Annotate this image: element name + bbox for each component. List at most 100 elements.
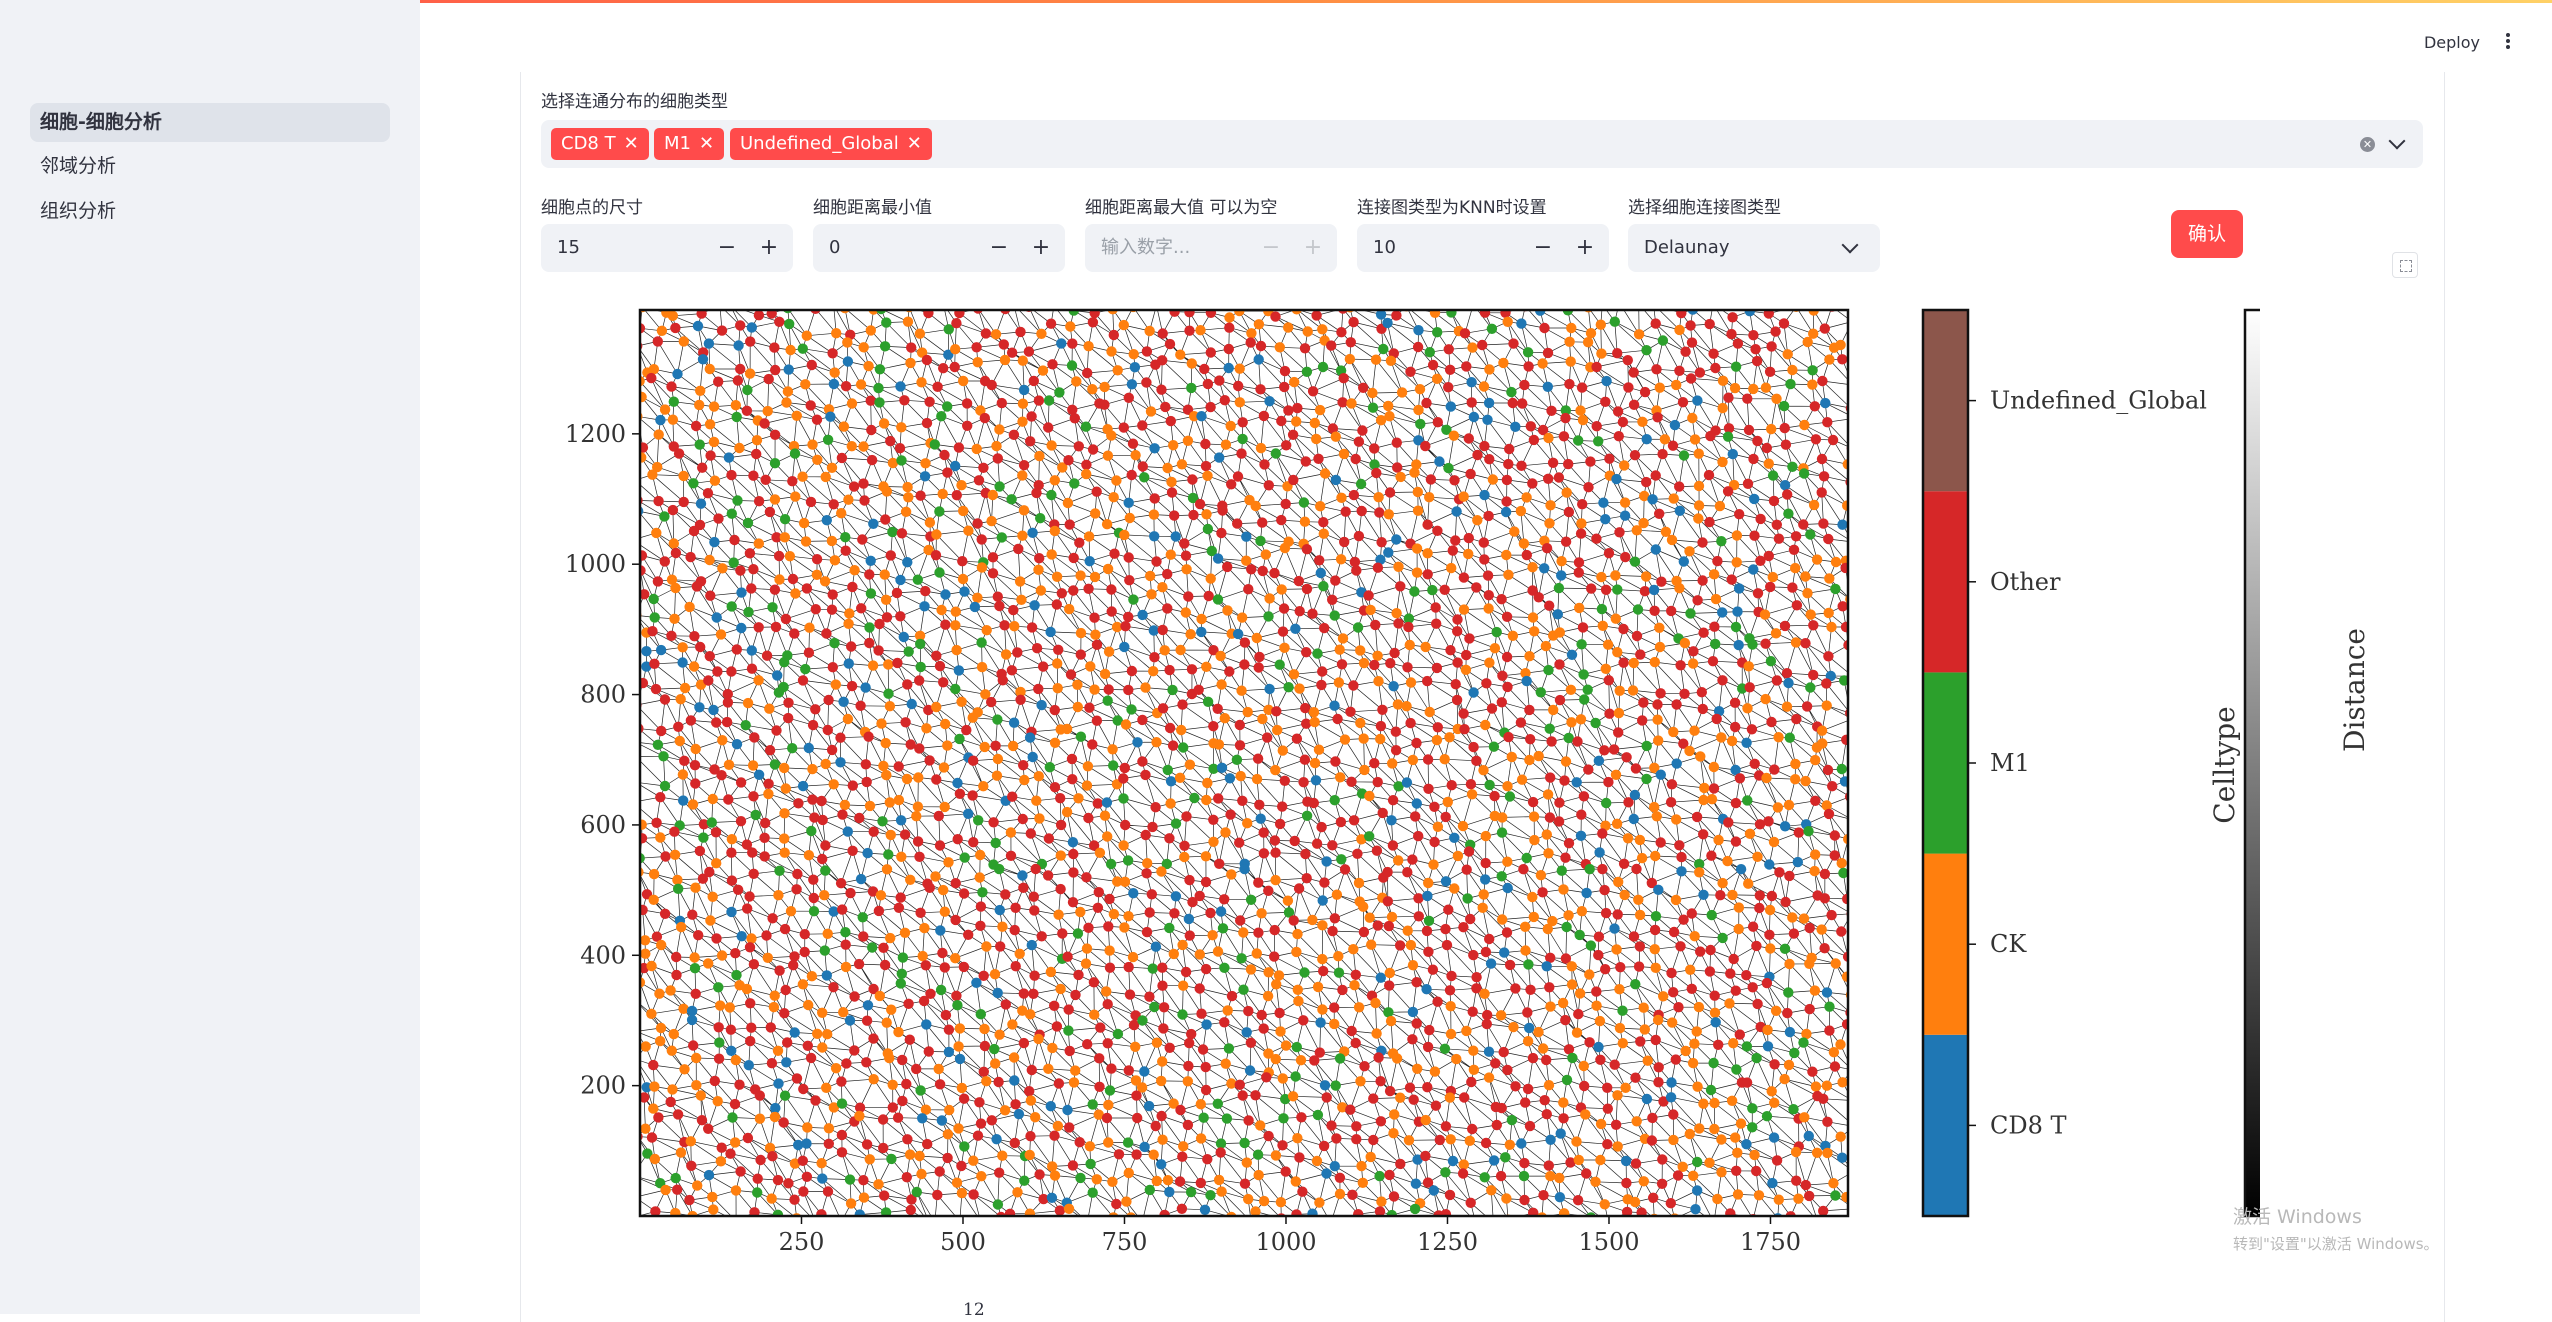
- cell-point: [778, 681, 789, 693]
- chip-remove-icon[interactable]: ✕: [623, 133, 639, 154]
- cell-point: [1629, 1196, 1641, 1208]
- cell-point: [1576, 906, 1588, 917]
- cell-point: [1714, 500, 1726, 512]
- cell-point: [1051, 1021, 1063, 1032]
- graph-type-select[interactable]: Delaunay: [1628, 224, 1880, 272]
- cell-point: [897, 1054, 908, 1066]
- cell-point: [1384, 411, 1395, 422]
- cell-point: [1591, 361, 1602, 373]
- cell-point: [1735, 1118, 1747, 1129]
- sidebar-item-tissue-analysis[interactable]: 组织分析: [40, 200, 117, 222]
- plus-icon[interactable]: +: [759, 235, 779, 260]
- cell-point: [1688, 1170, 1699, 1181]
- fullscreen-icon[interactable]: [2392, 252, 2418, 278]
- max-distance-placeholder[interactable]: 输入数字...: [1101, 237, 1191, 258]
- sidebar-item-cell-cell-analysis[interactable]: 细胞-细胞分析: [30, 103, 390, 142]
- plus-icon[interactable]: +: [1575, 235, 1595, 260]
- chevron-down-icon[interactable]: [1841, 236, 1859, 254]
- point-size-input[interactable]: 15 − +: [541, 224, 793, 272]
- cell-point: [1582, 684, 1593, 695]
- cell-point: [1533, 750, 1544, 762]
- confirm-button[interactable]: 确认: [2171, 210, 2243, 258]
- cell-point: [1371, 467, 1382, 479]
- cell-point: [656, 725, 667, 737]
- chip-cd8t[interactable]: CD8 T ✕: [551, 128, 649, 160]
- min-distance-input[interactable]: 0 − +: [813, 224, 1065, 272]
- graph-type-value[interactable]: Delaunay: [1644, 237, 1730, 258]
- cell-point: [717, 735, 728, 746]
- cell-point: [943, 1046, 955, 1058]
- cell-point: [709, 475, 721, 486]
- cell-point: [864, 637, 875, 649]
- cell-point: [1369, 459, 1380, 470]
- cell-point: [1502, 681, 1513, 693]
- chip-m1[interactable]: M1 ✕: [654, 128, 725, 160]
- min-distance-value[interactable]: 0: [829, 237, 841, 258]
- cell-point: [1052, 1120, 1064, 1132]
- max-distance-input[interactable]: 输入数字... − +: [1085, 224, 1337, 272]
- cell-point: [930, 550, 942, 561]
- plus-icon[interactable]: +: [1031, 235, 1051, 260]
- cell-point: [1351, 1121, 1362, 1132]
- cell-point: [1108, 329, 1119, 341]
- cell-point: [659, 694, 671, 705]
- minus-icon[interactable]: −: [989, 235, 1009, 260]
- cell-point: [865, 395, 876, 406]
- chip-remove-icon[interactable]: ✕: [906, 133, 922, 154]
- cell-point: [1162, 603, 1173, 614]
- main-menu-icon[interactable]: [2504, 31, 2512, 53]
- point-size-value[interactable]: 15: [557, 237, 580, 258]
- cell-point: [1043, 422, 1054, 433]
- cell-point: [640, 935, 651, 946]
- knn-value[interactable]: 10: [1373, 237, 1396, 258]
- cell-point: [1822, 1147, 1833, 1159]
- cell-point: [1666, 967, 1677, 979]
- plus-icon[interactable]: +: [1303, 235, 1323, 260]
- cell-point: [1392, 699, 1404, 710]
- cell-point: [1501, 927, 1513, 938]
- cell-point: [1009, 621, 1020, 632]
- cell-point: [1566, 979, 1578, 990]
- cell-point: [640, 589, 650, 600]
- cell-point: [1793, 1193, 1804, 1204]
- cell-point: [793, 1139, 804, 1151]
- cell-point: [1748, 453, 1759, 465]
- cell-point: [791, 410, 802, 421]
- minus-icon[interactable]: −: [717, 235, 737, 260]
- cell-point: [1264, 396, 1275, 407]
- cell-point: [1169, 908, 1180, 919]
- cell-point: [1459, 328, 1471, 339]
- cell-point: [1674, 324, 1685, 336]
- cell-point: [1639, 386, 1651, 398]
- cell-point: [1783, 799, 1795, 811]
- cell-point: [1711, 713, 1722, 725]
- cell-point: [1516, 1138, 1527, 1149]
- minus-icon[interactable]: −: [1533, 235, 1553, 260]
- sidebar-item-neighborhood-analysis[interactable]: 邻域分析: [40, 155, 117, 177]
- cell-point: [1444, 732, 1455, 743]
- cell-point: [980, 689, 991, 700]
- cell-point: [1817, 738, 1828, 749]
- cell-point: [668, 1028, 679, 1040]
- chip-remove-icon[interactable]: ✕: [698, 133, 715, 154]
- cell-point: [706, 817, 717, 828]
- cell-point: [1842, 500, 1848, 511]
- clear-all-icon[interactable]: ✕: [2360, 137, 2375, 152]
- knn-input[interactable]: 10 − +: [1357, 224, 1609, 272]
- cell-point: [1235, 770, 1246, 782]
- cell-point: [1202, 1154, 1213, 1165]
- celltype-multiselect[interactable]: CD8 T ✕ M1 ✕ Undefined_Global ✕ ✕: [541, 120, 2423, 168]
- cell-point: [1411, 459, 1422, 470]
- cell-point: [1301, 544, 1313, 555]
- cell-point: [820, 471, 831, 483]
- cell-point: [942, 740, 953, 751]
- cell-point: [973, 475, 985, 486]
- cell-point: [1386, 815, 1397, 826]
- minus-icon[interactable]: −: [1261, 235, 1281, 260]
- cell-point: [991, 1134, 1002, 1145]
- deploy-button[interactable]: Deploy: [2423, 33, 2480, 52]
- chip-undefined-global[interactable]: Undefined_Global ✕: [730, 128, 932, 160]
- chevron-down-icon[interactable]: [2388, 132, 2406, 150]
- cell-point: [961, 724, 972, 736]
- cell-point: [1241, 1027, 1252, 1038]
